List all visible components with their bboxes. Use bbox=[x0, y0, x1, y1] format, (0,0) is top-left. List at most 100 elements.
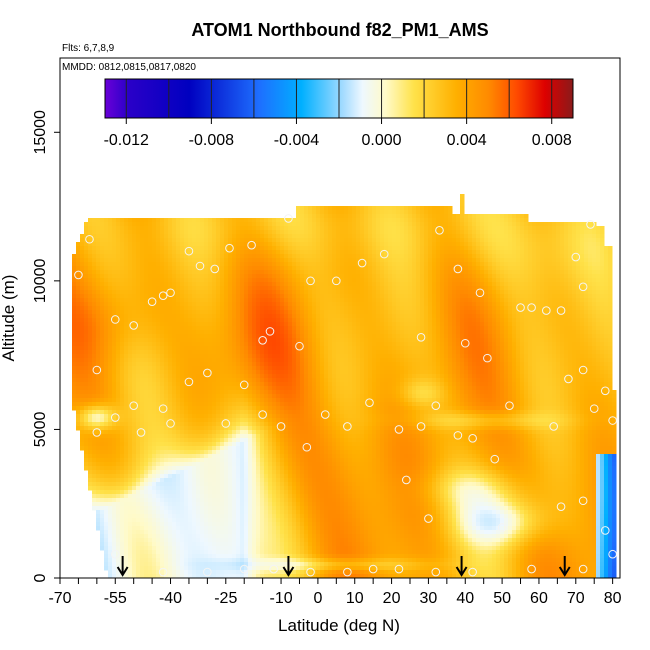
heatmap-cell bbox=[92, 458, 97, 463]
heatmap-cell bbox=[228, 538, 233, 543]
heatmap-cell bbox=[300, 314, 305, 319]
heatmap-cell bbox=[88, 330, 93, 335]
heatmap-cell bbox=[220, 494, 225, 499]
heatmap-cell bbox=[220, 246, 225, 251]
heatmap-cell bbox=[292, 390, 297, 395]
heatmap-cell bbox=[236, 454, 241, 459]
heatmap-cell bbox=[180, 530, 185, 535]
heatmap-cell bbox=[140, 554, 145, 559]
heatmap-cell bbox=[256, 446, 261, 451]
heatmap-cell bbox=[164, 446, 169, 451]
heatmap-cell bbox=[268, 266, 273, 271]
heatmap-cell bbox=[280, 426, 285, 431]
heatmap-cell bbox=[284, 358, 289, 363]
heatmap-cell bbox=[196, 338, 201, 343]
heatmap-cell bbox=[152, 230, 157, 235]
heatmap-cell bbox=[116, 478, 121, 483]
heatmap-cell bbox=[296, 266, 301, 271]
heatmap-cell bbox=[88, 254, 93, 259]
heatmap-cell bbox=[256, 286, 261, 291]
heatmap-cell bbox=[300, 346, 305, 351]
heatmap-cell bbox=[176, 402, 181, 407]
heatmap-cell bbox=[192, 474, 197, 479]
heatmap-cell bbox=[220, 502, 225, 507]
heatmap-cell bbox=[232, 374, 237, 379]
heatmap-cell bbox=[296, 322, 301, 327]
heatmap-cell bbox=[132, 522, 137, 527]
heatmap-cell bbox=[216, 478, 221, 483]
heatmap-cell bbox=[192, 558, 197, 563]
heatmap-cell bbox=[92, 226, 97, 231]
heatmap-cell bbox=[108, 258, 113, 263]
heatmap-cell bbox=[272, 238, 277, 243]
heatmap-cell bbox=[152, 522, 157, 527]
heatmap-cell bbox=[276, 226, 281, 231]
heatmap-cell bbox=[196, 458, 201, 463]
heatmap-cell bbox=[96, 490, 101, 495]
heatmap-cell bbox=[300, 498, 305, 503]
heatmap-cell bbox=[120, 518, 125, 523]
heatmap-cell bbox=[256, 434, 261, 439]
heatmap-cell bbox=[112, 534, 117, 539]
heatmap-cell bbox=[240, 562, 245, 567]
heatmap-cell bbox=[124, 314, 129, 319]
heatmap-cell bbox=[228, 390, 233, 395]
heatmap-cell bbox=[168, 450, 173, 455]
heatmap-cell bbox=[260, 522, 265, 527]
heatmap-cell bbox=[252, 386, 257, 391]
heatmap-cell bbox=[76, 334, 81, 339]
heatmap-cell bbox=[276, 266, 281, 271]
heatmap-cell bbox=[76, 342, 81, 347]
heatmap-cell bbox=[192, 254, 197, 259]
heatmap-cell bbox=[292, 334, 297, 339]
heatmap-cell bbox=[292, 302, 297, 307]
heatmap-cell bbox=[148, 446, 153, 451]
heatmap-cell bbox=[88, 246, 93, 251]
heatmap-field bbox=[72, 194, 617, 578]
heatmap-cell bbox=[272, 442, 277, 447]
heatmap-cell bbox=[104, 510, 109, 515]
heatmap-cell bbox=[188, 462, 193, 467]
heatmap-cell bbox=[236, 434, 241, 439]
heatmap-cell bbox=[164, 478, 169, 483]
heatmap-cell bbox=[256, 438, 261, 443]
heatmap-cell bbox=[216, 498, 221, 503]
heatmap-cell bbox=[232, 418, 237, 423]
heatmap-cell bbox=[220, 574, 225, 578]
heatmap-cell bbox=[188, 518, 193, 523]
heatmap-cell bbox=[120, 470, 125, 475]
heatmap-cell bbox=[100, 374, 105, 379]
heatmap-cell bbox=[144, 470, 149, 475]
heatmap-cell bbox=[260, 534, 265, 539]
heatmap-cell bbox=[268, 254, 273, 259]
heatmap-cell bbox=[136, 490, 141, 495]
heatmap-cell bbox=[260, 254, 265, 259]
heatmap-cell bbox=[296, 238, 301, 243]
heatmap-cell bbox=[300, 306, 305, 311]
heatmap-cell bbox=[144, 286, 149, 291]
heatmap-cell bbox=[236, 390, 241, 395]
heatmap-cell bbox=[120, 278, 125, 283]
heatmap-cell bbox=[168, 338, 173, 343]
heatmap-cell bbox=[108, 574, 113, 578]
heatmap-cell bbox=[288, 246, 293, 251]
heatmap-cell bbox=[292, 270, 297, 275]
heatmap-cell bbox=[112, 414, 117, 419]
heatmap-cell bbox=[212, 434, 217, 439]
heatmap-cell bbox=[292, 258, 297, 263]
heatmap-cell bbox=[224, 482, 229, 487]
heatmap-cell bbox=[280, 430, 285, 435]
heatmap-cell bbox=[292, 322, 297, 327]
heatmap-cell bbox=[108, 478, 113, 483]
heatmap-cell bbox=[168, 322, 173, 327]
heatmap-cell bbox=[156, 390, 161, 395]
heatmap-cell bbox=[284, 382, 289, 387]
heatmap-cell bbox=[252, 426, 257, 431]
heatmap-cell bbox=[100, 482, 105, 487]
heatmap-cell bbox=[228, 542, 233, 547]
heatmap-cell bbox=[208, 486, 213, 491]
heatmap-cell bbox=[132, 510, 137, 515]
heatmap-cell bbox=[180, 442, 185, 447]
heatmap-cell bbox=[220, 398, 225, 403]
heatmap-cell bbox=[268, 262, 273, 267]
